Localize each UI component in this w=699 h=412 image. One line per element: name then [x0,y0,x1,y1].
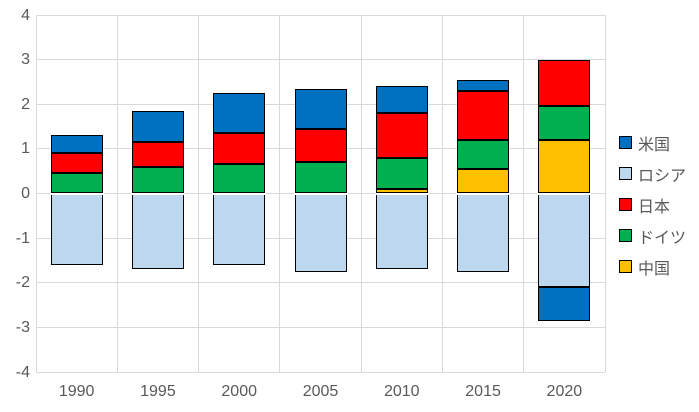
v-gridline [198,15,200,372]
legend-item: 日本 [619,196,686,216]
y-axis-tick-label: 2 [21,95,30,113]
y-axis-tick-label: -2 [15,274,30,292]
legend-item: 中国 [619,258,686,278]
bar-segment [375,113,428,158]
legend-item: ドイツ [619,227,686,247]
bar-segment [294,162,347,194]
y-axis-tick-label: 1 [21,140,30,158]
y-axis-tick-label: 3 [21,51,30,69]
v-gridline [523,15,525,372]
bar-segment [457,90,510,140]
v-gridline [279,15,281,372]
bar-segment [457,139,510,169]
x-axis-tick-label: 2005 [302,383,339,400]
bar-segment [457,193,510,272]
bar-segment [294,88,347,129]
zero-axis-line [537,192,592,195]
bar-segment [457,79,510,91]
v-gridline [604,15,606,372]
legend-label: 米国 [638,136,671,154]
legend-item: ロシア [619,165,686,185]
bar-segment [50,153,103,174]
bar-segment [294,128,347,163]
bar-segment [213,193,266,265]
bar-segment [538,287,591,321]
h-gridline [36,326,605,328]
y-axis-tick-label: -4 [15,363,30,381]
legend-label: ドイツ [638,229,687,247]
h-gridline [36,282,605,284]
h-gridline [36,371,605,373]
legend-swatch-icon [619,229,632,242]
bar-segment [375,86,428,114]
bar-segment [213,164,266,194]
x-axis-tick-label: 1995 [140,383,176,400]
h-gridline [36,59,605,61]
y-axis-tick-label: -1 [15,229,30,247]
legend-swatch-icon [619,198,632,211]
legend-swatch-icon [619,167,632,180]
v-gridline [441,15,443,372]
legend-swatch-icon [619,136,632,149]
legend-swatch-icon [619,260,632,273]
bar-segment [213,93,266,134]
zero-axis-line [456,192,511,195]
x-axis-tick-label: 2015 [465,383,501,400]
bar-segment [538,193,591,288]
bar-segment [213,133,266,165]
bar-segment [457,168,510,194]
v-gridline [116,15,118,372]
bar-segment [131,193,184,270]
zero-axis-line [293,192,348,195]
legend-label: ロシア [638,167,687,185]
bar-segment [131,110,184,143]
legend-item: 米国 [619,134,686,154]
bar-segment [538,139,591,194]
bar-segment [131,166,184,194]
x-axis-tick-label: 2020 [546,383,583,400]
bar-segment [375,193,428,270]
zero-axis-line [212,192,267,195]
legend-label: 中国 [638,260,671,278]
legend-label: 日本 [638,198,671,216]
bar-segment [131,142,184,167]
bar-segment [50,193,103,265]
bar-segment [538,106,591,140]
legend: 米国ロシア日本ドイツ中国 [619,134,686,289]
bar-segment [538,59,591,107]
bar-segment [50,135,103,154]
y-axis-tick-label: -3 [15,318,30,336]
y-axis-tick-label: 0 [21,185,30,202]
v-gridline [360,15,362,372]
x-axis-tick-label: 1990 [58,383,95,400]
bar-segment [50,173,103,194]
bar-segment [375,157,428,190]
x-axis-tick-label: 2000 [221,383,257,400]
h-gridline [36,14,605,16]
zero-axis-line [374,192,429,195]
zero-axis-line [49,192,104,195]
y-axis-tick-label: 4 [21,6,30,24]
v-gridline [35,15,37,372]
x-axis-tick-label: 2010 [383,383,420,400]
zero-axis-line [130,192,185,195]
bar-segment [294,193,347,272]
